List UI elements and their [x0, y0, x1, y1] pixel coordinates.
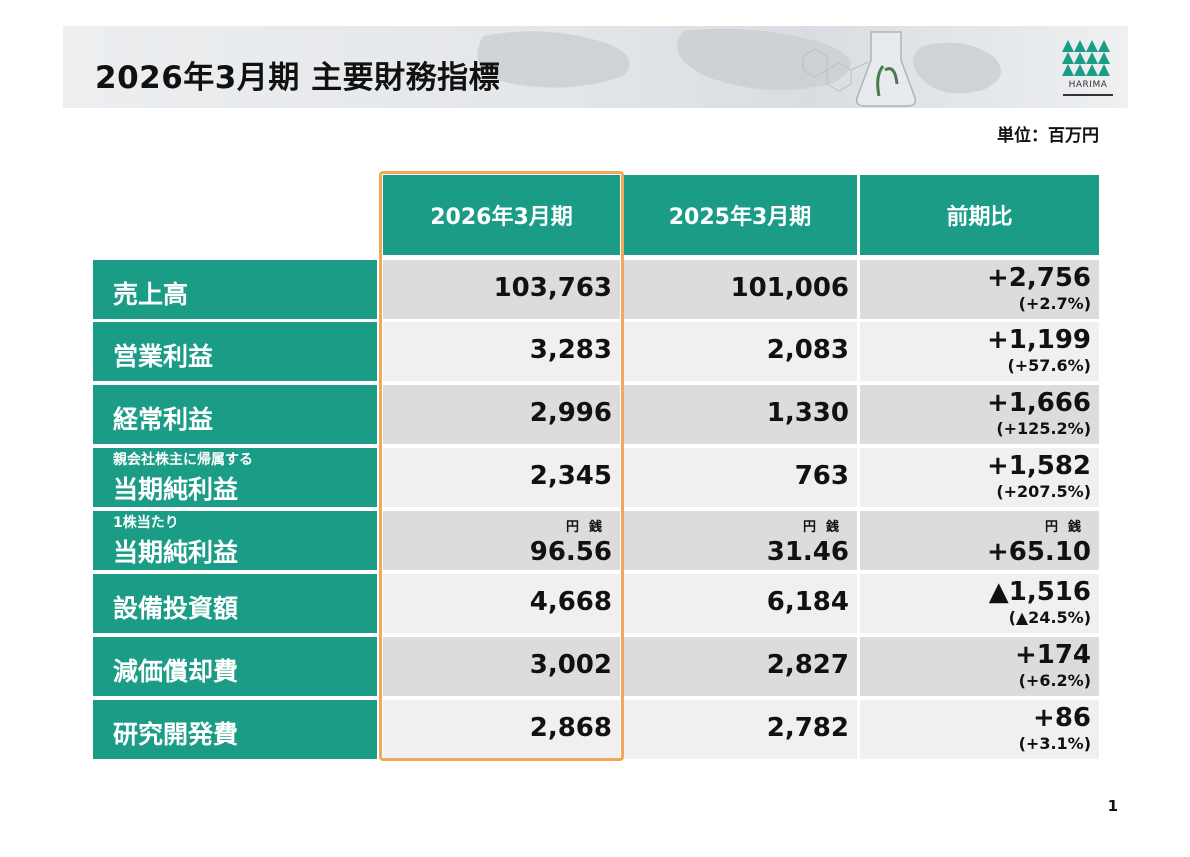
cell-change: +174 (+6.2%)	[860, 637, 1099, 696]
value-text: 101,006	[730, 273, 849, 303]
row-label-eps: 1株当たり 当期純利益	[93, 511, 377, 570]
value-text: 2,996	[529, 398, 612, 428]
unit-note-yen-sen: 円銭	[565, 520, 612, 535]
change-percent: (+6.2%)	[1018, 671, 1091, 690]
column-header-current: 2026年3月期	[383, 175, 620, 255]
change-value: +65.10	[986, 537, 1091, 567]
row-label-text: 売上高	[113, 280, 189, 309]
cell-change: +1,666 (+125.2%)	[860, 385, 1099, 444]
change-value: +1,666	[986, 388, 1091, 418]
value-text: 2,868	[529, 713, 612, 743]
value-text: 2,782	[766, 713, 849, 743]
logo-text: HARIMA	[1068, 80, 1108, 90]
row-label-text: 営業利益	[113, 342, 214, 371]
change-value: +2,756	[986, 263, 1091, 293]
row-label-text: 経常利益	[113, 405, 214, 434]
column-header-previous: 2025年3月期	[623, 175, 857, 255]
change-value: +1,199	[986, 325, 1091, 355]
cell-change: +86 (+3.1%)	[860, 700, 1099, 759]
column-header-change: 前期比	[860, 175, 1099, 255]
row-label-sales: 売上高	[93, 260, 377, 319]
unit-note-yen-sen: 円銭	[802, 520, 849, 535]
value-text: 763	[794, 461, 849, 491]
header-banner: 2026年3月期 主要財務指標 HARIMA	[63, 26, 1128, 108]
world-map-decoration	[477, 28, 1001, 107]
page-title: 2026年3月期 主要財務指標	[95, 60, 501, 96]
value-text: 4,668	[529, 587, 612, 617]
change-percent: (+207.5%)	[996, 482, 1091, 501]
cell-previous: 2,827	[623, 637, 857, 696]
row-label-text: 設備投資額	[113, 594, 239, 623]
harima-logo: HARIMA	[1058, 36, 1118, 106]
cell-current: 2,345	[383, 448, 620, 507]
value-text: 3,002	[529, 650, 612, 680]
cell-previous: 円銭 31.46	[623, 511, 857, 570]
change-value: ▲1,516	[988, 577, 1091, 607]
value-text: 3,283	[529, 335, 612, 365]
row-label-capex: 設備投資額	[93, 574, 377, 633]
change-value: +1,582	[986, 451, 1091, 481]
row-label-depreciation: 減価償却費	[93, 637, 377, 696]
row-label-rnd: 研究開発費	[93, 700, 377, 759]
row-label-ordinary-income: 経常利益	[93, 385, 377, 444]
cell-current: 103,763	[383, 260, 620, 319]
row-label-text: 当期純利益	[113, 538, 239, 567]
value-text: 1,330	[766, 398, 849, 428]
cell-change: +2,756 (+2.7%)	[860, 260, 1099, 319]
logo-underline	[1063, 94, 1113, 96]
change-percent: (+125.2%)	[996, 419, 1091, 438]
cell-current: 円銭 96.56	[383, 511, 620, 570]
cell-change: 円銭 +65.10	[860, 511, 1099, 570]
change-percent: (▲24.5%)	[1008, 608, 1091, 627]
cell-current: 4,668	[383, 574, 620, 633]
value-text: 2,827	[766, 650, 849, 680]
value-text: 103,763	[493, 273, 612, 303]
row-sublabel-text: 1株当たり	[113, 515, 179, 531]
value-text: 2,083	[766, 335, 849, 365]
unit-note-yen-sen: 円銭	[1044, 520, 1091, 535]
row-label-text: 研究開発費	[113, 720, 239, 749]
cell-previous: 2,782	[623, 700, 857, 759]
row-label-text: 減価償却費	[113, 657, 239, 686]
value-text: 6,184	[766, 587, 849, 617]
row-label-text: 当期純利益	[113, 475, 239, 504]
cell-current: 3,283	[383, 322, 620, 381]
cell-previous: 6,184	[623, 574, 857, 633]
value-text: 2,345	[529, 461, 612, 491]
change-percent: (+57.6%)	[1007, 356, 1091, 375]
page-number: 1	[1107, 797, 1118, 815]
cell-previous: 1,330	[623, 385, 857, 444]
tree-logo-icon	[1062, 40, 1110, 76]
change-value: +86	[1033, 703, 1091, 733]
value-text: 31.46	[766, 537, 849, 567]
change-percent: (+3.1%)	[1018, 734, 1091, 753]
change-percent: (+2.7%)	[1018, 294, 1091, 313]
cell-current: 2,996	[383, 385, 620, 444]
unit-label: 単位：百万円	[997, 126, 1099, 146]
cell-change: ▲1,516 (▲24.5%)	[860, 574, 1099, 633]
cell-current: 3,002	[383, 637, 620, 696]
cell-current: 2,868	[383, 700, 620, 759]
row-sublabel-text: 親会社株主に帰属する	[113, 452, 253, 468]
change-value: +174	[1014, 640, 1091, 670]
row-label-operating-income: 営業利益	[93, 322, 377, 381]
cell-previous: 101,006	[623, 260, 857, 319]
cell-previous: 2,083	[623, 322, 857, 381]
cell-change: +1,582 (+207.5%)	[860, 448, 1099, 507]
row-label-net-income: 親会社株主に帰属する 当期純利益	[93, 448, 377, 507]
value-text: 96.56	[529, 537, 612, 567]
cell-previous: 763	[623, 448, 857, 507]
cell-change: +1,199 (+57.6%)	[860, 322, 1099, 381]
